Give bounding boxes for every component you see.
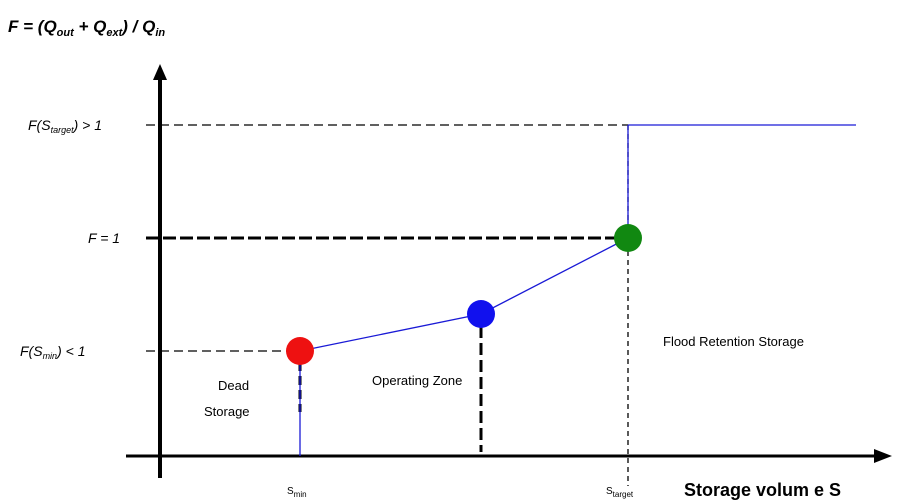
curve-rising-segment — [299, 237, 629, 352]
ylabel-target: F(Starget) > 1 — [28, 117, 102, 135]
xlabel-smin: Smin — [287, 486, 307, 499]
zone-dead-line2: Storage — [204, 404, 250, 419]
point-smin — [286, 337, 314, 365]
xlabel-starget: Starget — [606, 486, 634, 499]
ylabel-min: F(Smin) < 1 — [20, 343, 85, 361]
point-operating — [467, 300, 495, 328]
zone-dead-line1: Dead — [218, 378, 249, 393]
formula-title: F = (Qout + Qext) / Qin — [8, 17, 165, 39]
y-axis-arrowhead — [153, 64, 167, 80]
point-starget — [614, 224, 642, 252]
zone-operating: Operating Zone — [372, 373, 462, 388]
x-axis-arrowhead — [874, 449, 892, 463]
zone-flood: Flood Retention Storage — [663, 334, 804, 349]
x-axis-title: Storage volum e S — [684, 480, 841, 500]
ylabel-one: F = 1 — [88, 230, 120, 246]
